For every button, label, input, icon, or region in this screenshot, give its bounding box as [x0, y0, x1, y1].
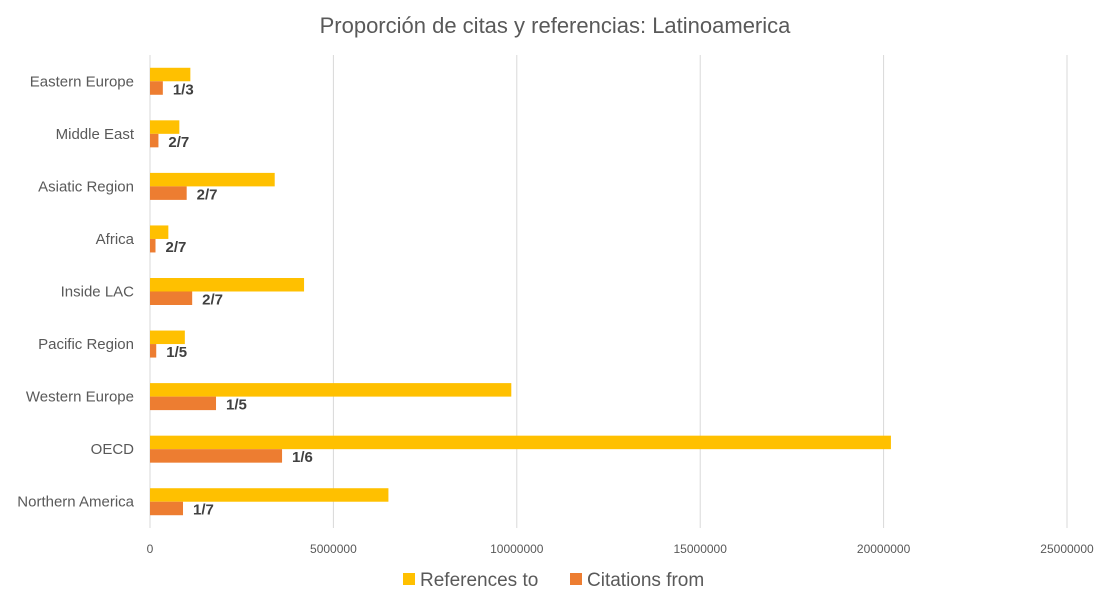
x-tick-label: 5000000 [310, 542, 357, 556]
x-tick-label: 10000000 [490, 542, 544, 556]
bar-references-to [150, 383, 512, 397]
bar-citations-from [150, 291, 193, 305]
x-tick-label: 15000000 [674, 542, 728, 556]
x-tick-label: 25000000 [1040, 542, 1094, 556]
legend-label: References to [420, 570, 538, 591]
bar-references-to [150, 225, 169, 239]
data-label: 2/7 [202, 292, 223, 309]
data-label: 2/7 [166, 239, 187, 256]
bar-citations-from [150, 396, 217, 411]
chart-title: Proporción de citas y referencias: Latin… [320, 13, 792, 38]
bar-references-to [150, 278, 305, 292]
bar-references-to [150, 172, 275, 187]
data-label: 2/7 [168, 134, 189, 151]
bar-citations-from [150, 449, 283, 463]
category-label: Middle East [56, 126, 135, 143]
labels: 0 5000000 10000000 15000000 20000000 25000000… [17, 73, 1094, 556]
bar-references-to [150, 435, 891, 450]
category-label: OECD [91, 441, 135, 458]
x-tick-label: 0 [147, 542, 154, 556]
category-label: Eastern Europe [30, 73, 134, 90]
bar-citations-from [150, 238, 156, 253]
category-label: Asiatic Region [38, 178, 134, 195]
x-tick-label: 20000000 [857, 542, 911, 556]
legend-label: Citations from [587, 570, 704, 591]
data-label: 2/7 [197, 186, 218, 203]
bar-citations-from [150, 81, 163, 95]
bar-references-to [150, 120, 180, 134]
data-label: 1/3 [173, 81, 194, 98]
bar-citations-from [150, 133, 159, 148]
legend: References to Citations from [403, 570, 704, 591]
bar-citations-from [150, 186, 187, 200]
data-label: 1/6 [292, 449, 313, 466]
legend-swatch [570, 573, 582, 585]
bar-references-to [150, 488, 389, 502]
category-label: Western Europe [26, 389, 134, 406]
data-label: 1/5 [166, 344, 187, 361]
category-label: Africa [96, 231, 135, 248]
bar-citations-from [150, 344, 157, 358]
category-label: Inside LAC [61, 284, 135, 301]
bar-citations-from [150, 501, 184, 516]
legend-swatch [403, 573, 415, 585]
bars [150, 67, 891, 516]
data-label: 1/5 [226, 397, 247, 414]
bar-references-to [150, 330, 185, 345]
category-label: Pacific Region [38, 336, 134, 353]
bar-references-to [150, 67, 191, 82]
data-label: 1/7 [193, 502, 214, 519]
category-label: Northern America [17, 494, 134, 511]
